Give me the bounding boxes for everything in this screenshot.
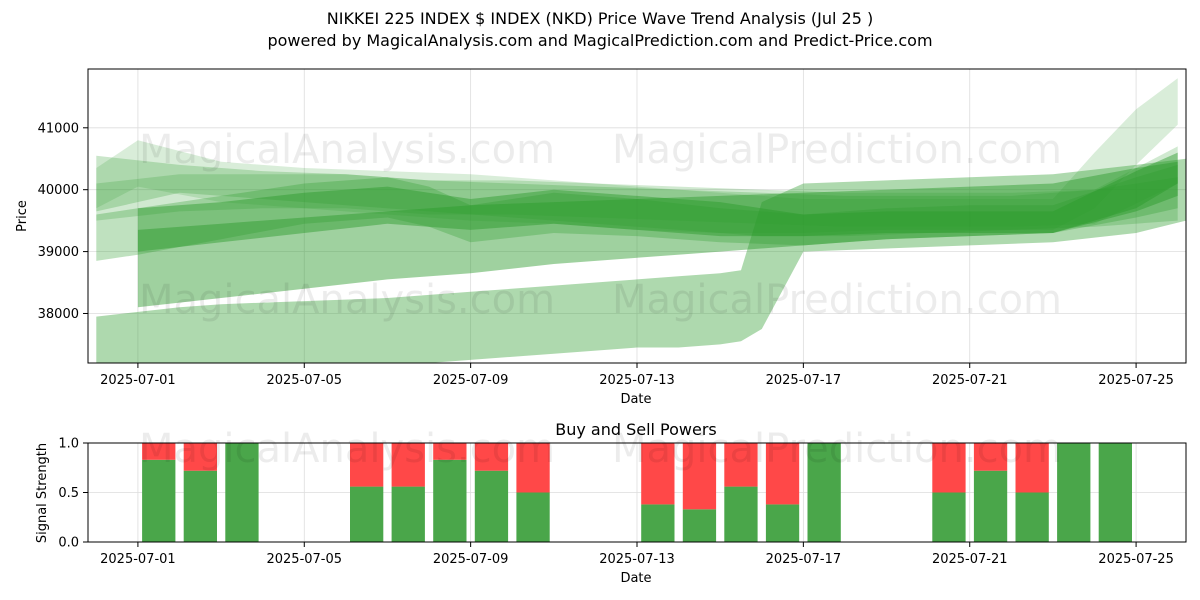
buy-bar xyxy=(682,509,717,542)
price-x-tick-label: 2025-07-17 xyxy=(766,373,842,388)
sell-bar xyxy=(932,443,966,493)
buy-bar xyxy=(807,443,841,542)
sell-bar xyxy=(724,443,758,487)
watermark-left-3: MagicalAnalysis.com xyxy=(139,426,555,472)
sell-bar xyxy=(391,443,425,487)
buy-bar xyxy=(350,486,384,542)
sell-bar xyxy=(973,443,1008,471)
price-axes: 2025-07-01 2025-07-05 2025-07-09 2025-07-13… xyxy=(38,121,1174,388)
powers-x-tick-label: 2025-07-21 xyxy=(932,552,1008,567)
powers-x-label: Date xyxy=(620,571,651,586)
powers-x-tick-label: 2025-07-13 xyxy=(599,552,675,567)
buy-bar xyxy=(183,470,217,542)
buy-bar xyxy=(641,504,675,542)
buy-bar xyxy=(765,504,800,542)
price-grid xyxy=(88,69,1186,363)
powers-x-tick-label: 2025-07-09 xyxy=(433,552,509,567)
powers-y-label: Signal Strength xyxy=(35,443,50,543)
price-y-tick-label: 38000 xyxy=(38,307,79,322)
sell-bar xyxy=(682,443,717,510)
buy-bar xyxy=(932,492,966,542)
price-y-tick-label: 39000 xyxy=(38,245,79,260)
buy-bar xyxy=(391,486,425,542)
buy-bar xyxy=(724,486,758,542)
chart-title: NIKKEI 225 INDEX $ INDEX (NKD) Price Wav… xyxy=(326,9,874,28)
powers-x-tick-label: 2025-07-05 xyxy=(266,552,342,567)
sell-bar xyxy=(350,443,384,487)
buy-bar xyxy=(1057,443,1091,542)
chart-subtitle: powered by MagicalAnalysis.com and Magic… xyxy=(267,31,933,50)
price-wave-band xyxy=(137,152,1178,252)
buy-bar xyxy=(225,443,259,542)
sell-bar xyxy=(516,443,550,493)
buy-bar xyxy=(1098,443,1132,542)
watermark-left-1: MagicalAnalysis.com xyxy=(139,127,555,173)
watermark-right-1: MagicalPrediction.com xyxy=(612,127,1062,173)
watermark-right-2: MagicalPrediction.com xyxy=(612,277,1062,323)
price-wave-band xyxy=(96,78,1178,233)
price-y-tick-label: 40000 xyxy=(38,183,79,198)
price-y-tick-label: 41000 xyxy=(38,121,79,136)
powers-y-tick-label: 0.0 xyxy=(58,536,79,551)
price-wave-bands xyxy=(96,78,1186,363)
powers-y-tick-label: 0.5 xyxy=(58,486,79,501)
watermark-left-2: MagicalAnalysis.com xyxy=(139,277,555,323)
powers-y-tick-label: 1.0 xyxy=(58,437,79,452)
price-wave-band xyxy=(137,161,1178,308)
sell-bar xyxy=(183,443,217,471)
sell-bar xyxy=(474,443,509,471)
price-x-tick-label: 2025-07-05 xyxy=(266,373,342,388)
price-x-tick-label: 2025-07-01 xyxy=(100,373,176,388)
buy-bar xyxy=(973,470,1008,542)
price-wave-band xyxy=(96,155,1178,237)
powers-bars xyxy=(142,443,1132,542)
powers-title: Buy and Sell Powers xyxy=(555,420,717,439)
price-x-tick-label: 2025-07-25 xyxy=(1098,373,1174,388)
powers-axes: 2025-07-01 2025-07-05 2025-07-09 2025-07-13… xyxy=(58,437,1174,568)
sell-bar xyxy=(1015,443,1049,493)
price-wave-band xyxy=(96,158,1186,363)
sell-bar xyxy=(433,443,467,460)
sell-bar xyxy=(641,443,675,505)
powers-x-tick-label: 2025-07-25 xyxy=(1098,552,1174,567)
price-x-tick-label: 2025-07-13 xyxy=(599,373,675,388)
buy-bar xyxy=(433,459,467,542)
buy-bar xyxy=(516,492,550,542)
price-x-tick-label: 2025-07-09 xyxy=(433,373,509,388)
price-wave-band xyxy=(96,164,1178,261)
buy-bar xyxy=(1015,492,1049,542)
sell-bar xyxy=(142,443,176,460)
sell-bar xyxy=(765,443,800,505)
price-wave-band xyxy=(96,146,1178,227)
powers-x-tick-label: 2025-07-01 xyxy=(100,552,176,567)
powers-x-tick-label: 2025-07-17 xyxy=(766,552,842,567)
watermark-right-3: MagicalPrediction.com xyxy=(612,426,1062,472)
price-y-label: Price xyxy=(15,200,30,232)
price-x-label: Date xyxy=(620,392,651,407)
price-x-tick-label: 2025-07-21 xyxy=(932,373,1008,388)
buy-bar xyxy=(142,459,176,542)
buy-bar xyxy=(474,470,509,542)
